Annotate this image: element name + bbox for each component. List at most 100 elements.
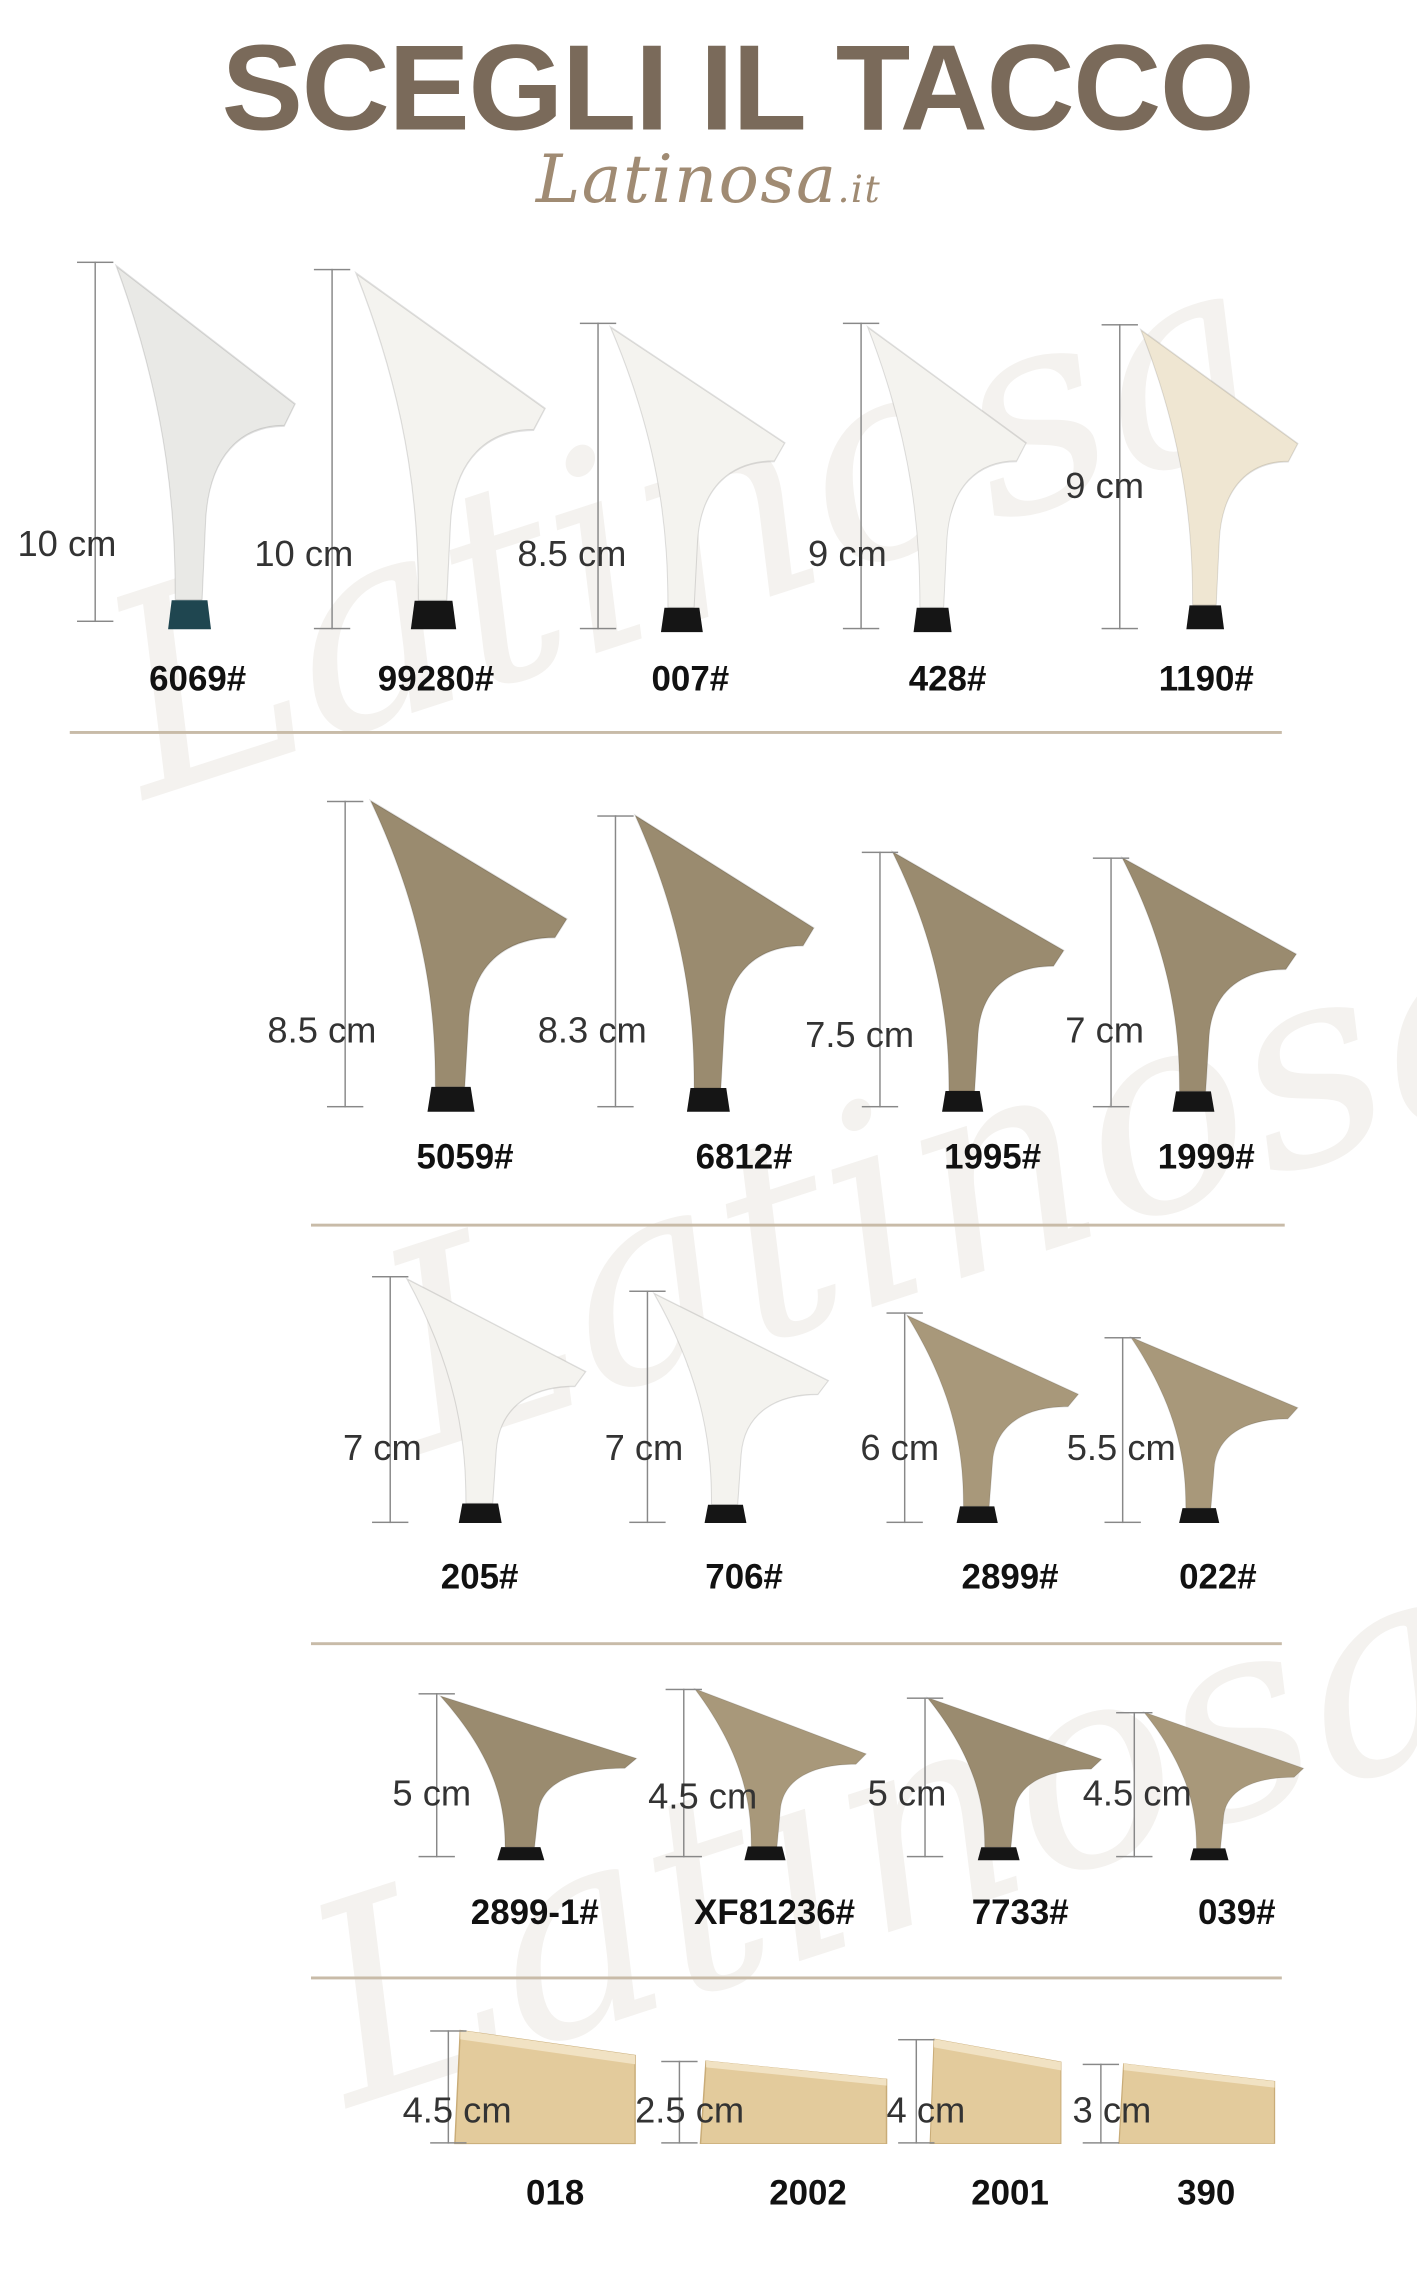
heel-code: 018 [526,2174,585,2214]
heel-tip [1190,1848,1229,1861]
height-label: 8.3 cm [537,1010,647,1052]
heel-image [925,1696,1103,1861]
height-ruler [597,815,634,1108]
height-label: 8.5 cm [517,534,627,575]
heel-image [1120,855,1298,1112]
height-ruler [1092,857,1130,1108]
heel-tip [913,607,952,633]
heel-code: 205# [440,1557,519,1598]
wood-top-face [1123,2063,1275,2088]
height-label: 10 cm [254,534,354,575]
height-label: 7 cm [342,1427,422,1469]
heel-tip [977,1847,1020,1861]
wood-heel-image [1118,2063,1276,2144]
height-ruler [326,800,364,1108]
heel-image [438,1694,638,1861]
height-ruler [1116,1711,1153,1858]
heel-image [368,798,568,1112]
row-divider [311,1976,1282,1980]
height-label: 5.5 cm [1066,1427,1176,1469]
height-label: 2.5 cm [635,2090,745,2132]
heel-image [405,1277,587,1524]
heel-body [1139,327,1299,607]
height-ruler [861,851,899,1108]
heel-code: 022# [1179,1557,1257,1598]
page-title: SCEGLI IL TACCO [221,18,1255,156]
heel-image [652,1291,830,1524]
heel-image [693,1687,868,1861]
heel-tip [1186,605,1225,630]
heel-body [866,325,1027,609]
heel-image [633,813,815,1112]
heel-body [905,1313,1080,1508]
height-ruler [886,1312,923,1524]
heel-code: XF81236# [694,1893,856,1933]
heel-body [693,1687,868,1848]
height-label: 4.5 cm [648,1776,758,1818]
height-label: 3 cm [1072,2090,1152,2132]
heel-tip [410,600,457,630]
heel-body [1120,855,1298,1093]
wood-top-face [460,2030,636,2065]
heel-image [1142,1711,1305,1861]
height-label: 6 cm [860,1427,940,1469]
height-ruler [629,1290,666,1524]
height-ruler [430,2030,467,2144]
heel-tip [686,1088,730,1112]
row-divider [69,731,1282,734]
height-ruler [665,1688,702,1858]
height-ruler [77,261,114,623]
heel-image [608,325,786,633]
heel-code: 007# [651,659,730,700]
heel-tip [956,1506,998,1524]
height-label: 7.5 cm [805,1015,915,1056]
heel-code: 1999# [1157,1137,1255,1178]
heel-tip [1179,1508,1220,1524]
brand-name: Latinosa [535,139,838,218]
heel-code: 2899-1# [470,1893,599,1933]
brand-suffix: .it [837,168,882,213]
height-ruler [418,1693,455,1858]
height-label: 7 cm [604,1427,684,1469]
height-label: 4 cm [886,2090,966,2132]
heel-tip [942,1090,984,1112]
heel-code: 6069# [149,659,247,700]
height-label: 8.5 cm [267,1010,377,1052]
height-ruler [906,1697,944,1858]
heel-code: 6812# [695,1137,793,1178]
heel-code: 1190# [1158,659,1254,700]
heel-body [1129,1335,1299,1509]
heel-code: 2001 [971,2174,1049,2214]
heel-image [890,849,1065,1112]
height-label: 4.5 cm [1082,1773,1192,1815]
heel-tip [497,1847,545,1861]
height-label: 9 cm [808,534,887,575]
heel-tip [1172,1091,1215,1112]
wood-block [699,2060,888,2144]
heel-tip [744,1846,786,1861]
heel-body [438,1694,638,1848]
wood-top-face [934,2038,1061,2071]
heel-tip [168,600,212,630]
height-label: 5 cm [392,1773,472,1815]
heel-tip [660,607,703,633]
heel-code: 2899# [961,1557,1059,1598]
heel-code: 99280# [377,659,495,700]
wood-heel-image [454,2029,636,2145]
height-label: 9 cm [1065,465,1145,507]
height-ruler [1104,1337,1141,1524]
heel-code: 428# [908,659,987,700]
height-ruler [1101,324,1138,630]
heel-tip [427,1086,475,1112]
height-ruler [842,322,880,630]
height-label: 7 cm [1065,1010,1145,1052]
heel-tip [704,1504,747,1524]
wood-top-face [706,2060,887,2086]
height-ruler [661,2060,698,2144]
heel-body [608,325,786,609]
heel-image [866,325,1027,633]
height-ruler [898,2038,935,2144]
row-divider [311,1223,1285,1227]
heel-image [114,263,296,630]
